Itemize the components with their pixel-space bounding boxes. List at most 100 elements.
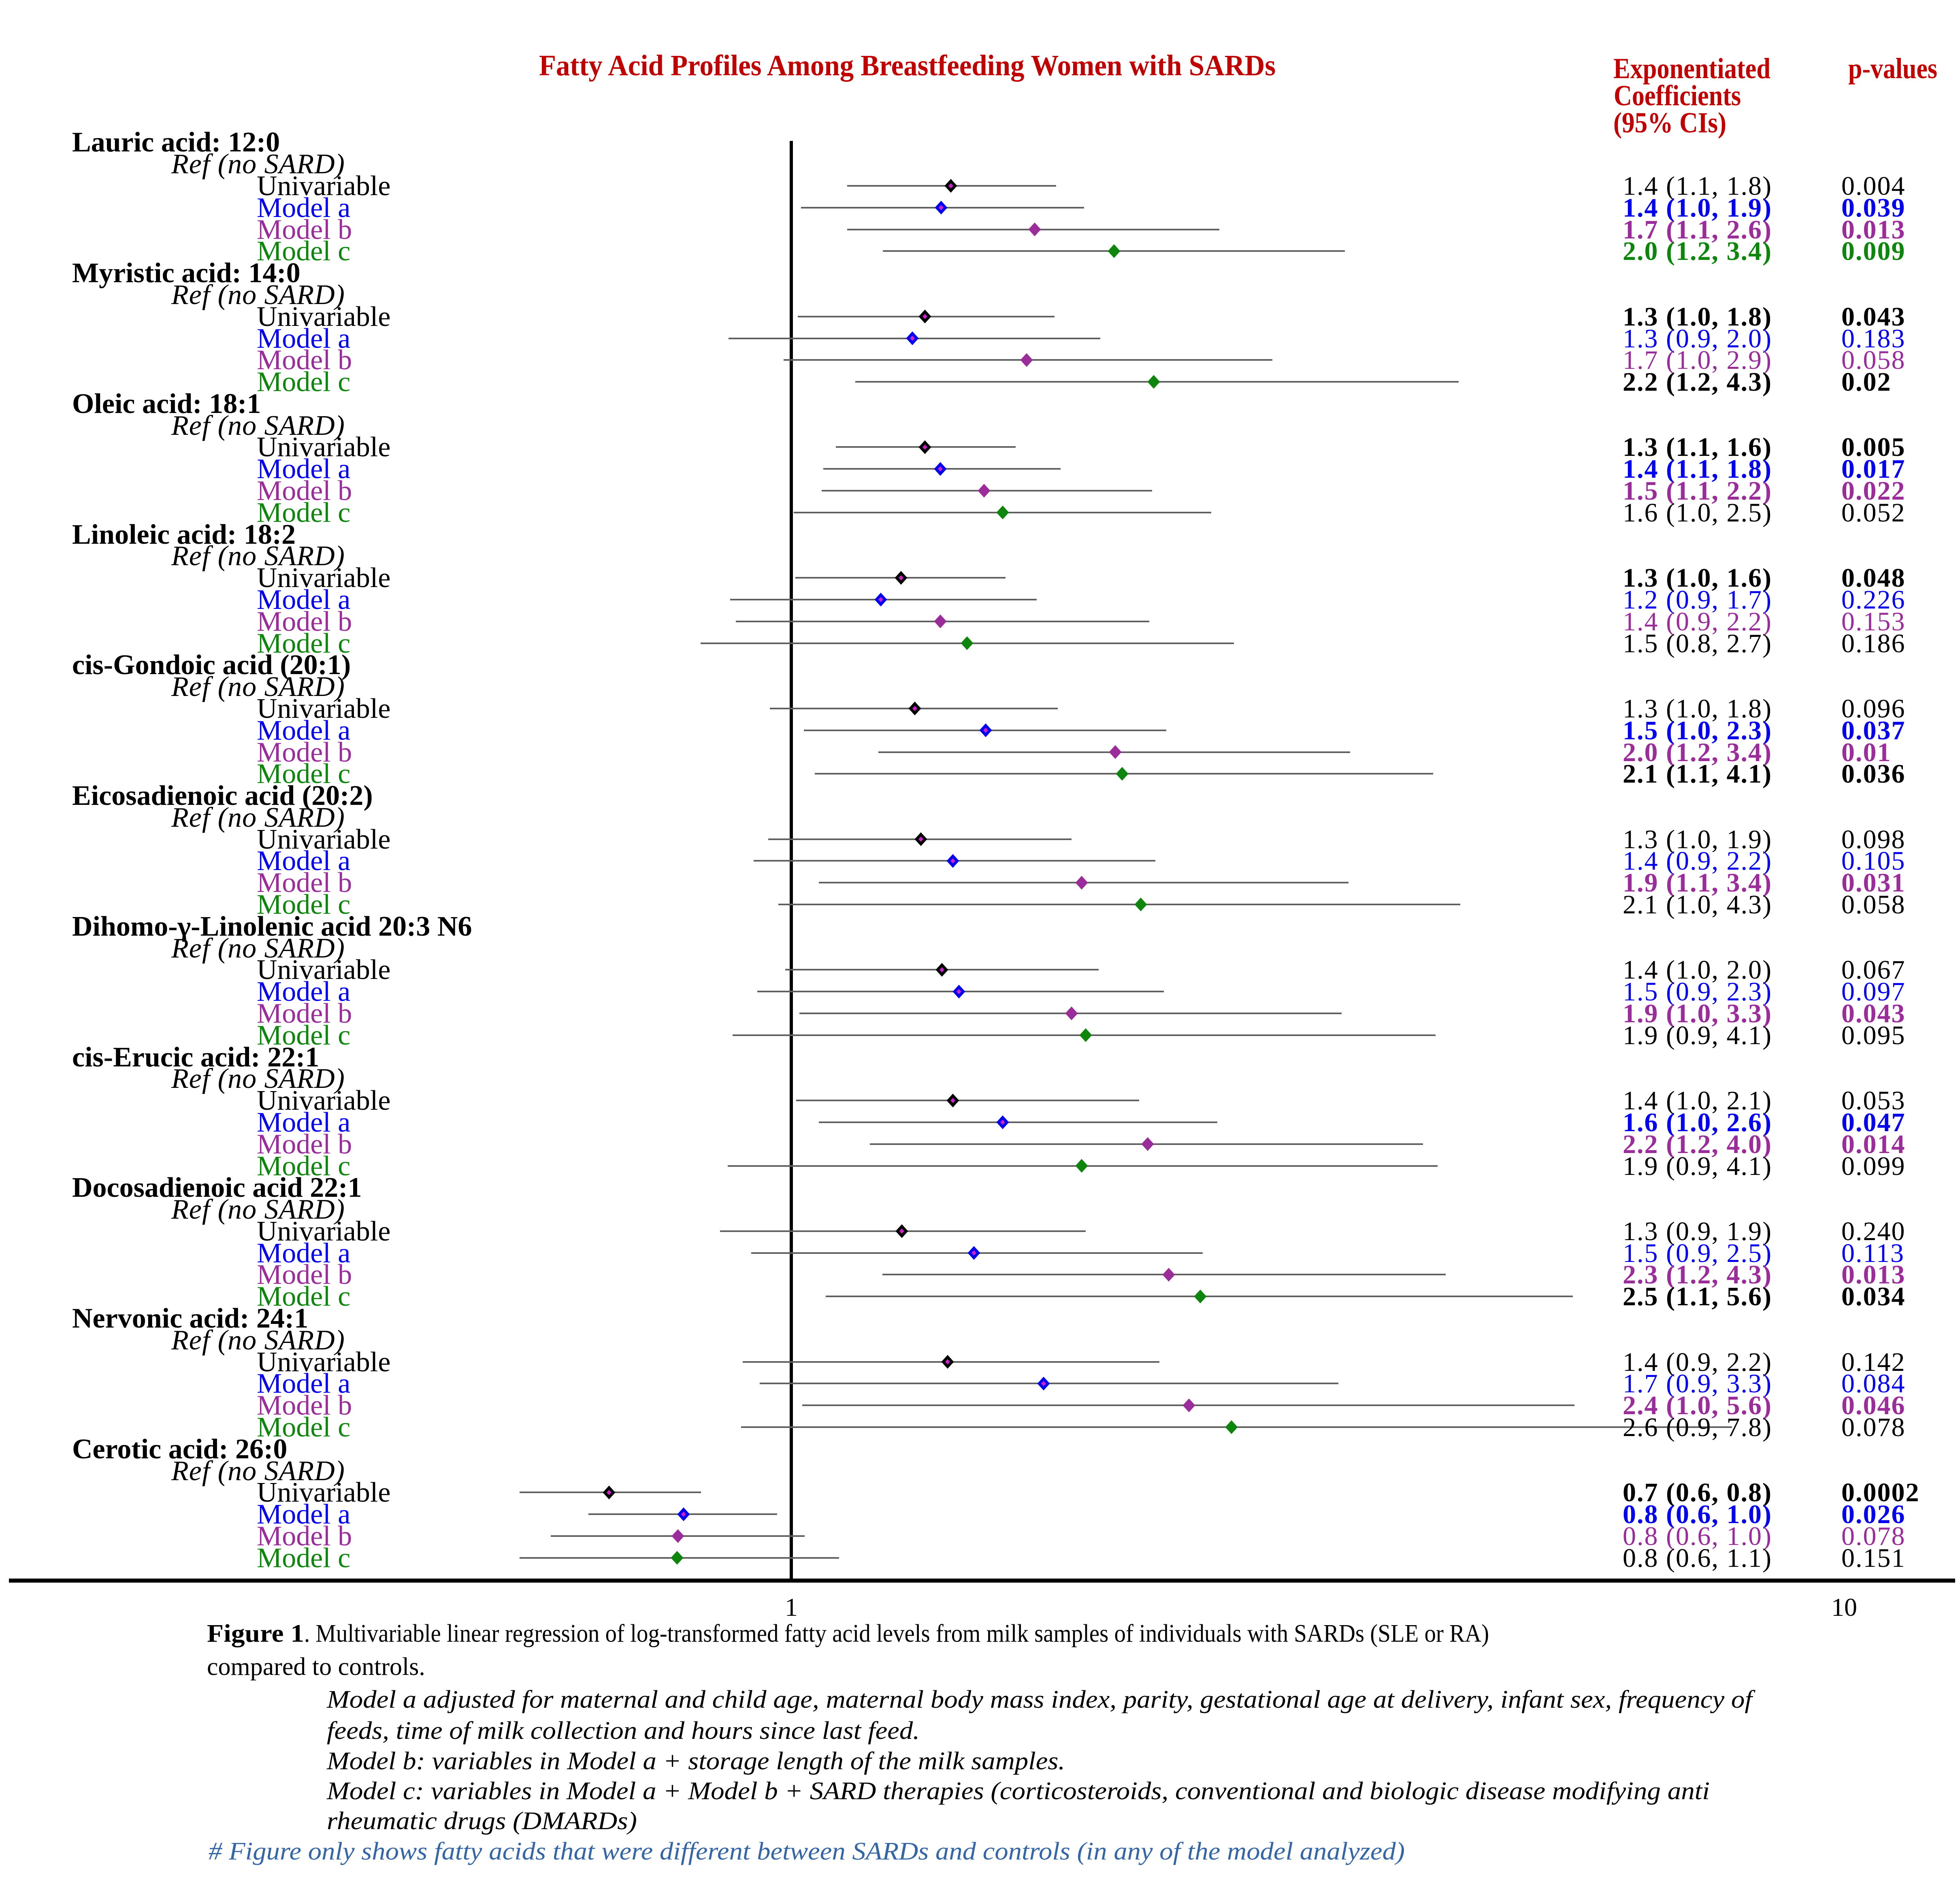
svg-text:0.031: 0.031 (1841, 868, 1906, 898)
svg-text:0.142: 0.142 (1841, 1347, 1906, 1377)
svg-text:0.034: 0.034 (1841, 1282, 1906, 1311)
svg-text:Ref (no SARD): Ref (no SARD) (171, 1194, 345, 1225)
svg-text:1.2 (0.9, 1.7): 1.2 (0.9, 1.7) (1623, 585, 1772, 615)
svg-text:1.3 (1.0, 1.8): 1.3 (1.0, 1.8) (1623, 302, 1772, 332)
svg-text:0.105: 0.105 (1841, 846, 1906, 876)
svg-text:Univariable: Univariable (257, 824, 390, 855)
svg-text:1.4 (0.9, 2.2): 1.4 (0.9, 2.2) (1623, 607, 1772, 636)
svg-text:Model b: Model b (257, 214, 352, 245)
svg-text:1.4 (0.9, 2.2): 1.4 (0.9, 2.2) (1623, 846, 1772, 876)
svg-text:1.4 (1.1, 1.8): 1.4 (1.1, 1.8) (1623, 454, 1772, 484)
svg-text:0.058: 0.058 (1841, 345, 1906, 375)
svg-text:Model b: Model b (257, 1521, 352, 1552)
svg-text:Eicosadienoic acid (20:2): Eicosadienoic acid (20:2) (72, 780, 373, 811)
svg-text:Model c: Model c (257, 1412, 350, 1443)
svg-text:1.5 (0.9, 2.3): 1.5 (0.9, 2.3) (1623, 977, 1772, 1006)
svg-text:0.0002: 0.0002 (1841, 1478, 1920, 1507)
svg-text:1.6 (1.0, 2.6): 1.6 (1.0, 2.6) (1623, 1108, 1772, 1137)
svg-text:Model c: Model c (257, 1543, 350, 1574)
svg-text:0.097: 0.097 (1841, 977, 1906, 1006)
svg-text:0.017: 0.017 (1841, 454, 1906, 484)
svg-text:Model c: Model c (257, 1151, 350, 1182)
svg-text:0.099: 0.099 (1841, 1151, 1906, 1181)
svg-text:0.036: 0.036 (1841, 759, 1906, 789)
svg-text:0.022: 0.022 (1841, 476, 1906, 506)
svg-text:0.183: 0.183 (1841, 324, 1906, 353)
svg-text:Univariable: Univariable (257, 954, 390, 985)
svg-text:feeds, time of milk collection: feeds, time of milk collection and hours… (327, 1717, 920, 1745)
svg-text:rheumatic drugs (DMARDs): rheumatic drugs (DMARDs) (327, 1807, 637, 1835)
svg-text:0.01: 0.01 (1841, 738, 1892, 767)
svg-text:1.4 (1.0, 2.1): 1.4 (1.0, 2.1) (1623, 1086, 1772, 1115)
svg-text:Myristic acid: 14:0: Myristic acid: 14:0 (72, 257, 300, 289)
svg-text:Model b: Model b (257, 606, 352, 637)
svg-text:1.4 (1.0, 2.0): 1.4 (1.0, 2.0) (1623, 955, 1772, 985)
svg-text:0.005: 0.005 (1841, 432, 1906, 462)
svg-text:0.004: 0.004 (1841, 171, 1906, 201)
svg-text:Model c: Model c (257, 366, 350, 398)
svg-text:Ref (no SARD): Ref (no SARD) (171, 540, 345, 572)
svg-text:1.5 (0.9, 2.5): 1.5 (0.9, 2.5) (1623, 1238, 1772, 1268)
svg-text:0.047: 0.047 (1841, 1108, 1906, 1137)
svg-text:2.6 (0.9, 7.8): 2.6 (0.9, 7.8) (1623, 1413, 1772, 1442)
svg-text:1.7 (0.9, 3.3): 1.7 (0.9, 3.3) (1623, 1369, 1772, 1398)
svg-text:0.186: 0.186 (1841, 629, 1906, 658)
svg-text:Model b: Model b (257, 737, 352, 768)
svg-text:1.5 (1.1, 2.2): 1.5 (1.1, 2.2) (1623, 476, 1772, 506)
svg-text:Model c: Model c (257, 628, 350, 659)
svg-text:0.8 (0.6, 1.0): 0.8 (0.6, 1.0) (1623, 1500, 1772, 1529)
svg-text:Cerotic acid: 26:0: Cerotic acid: 26:0 (72, 1434, 287, 1465)
svg-text:Linoleic acid: 18:2: Linoleic acid: 18:2 (72, 519, 296, 550)
svg-text:0.098: 0.098 (1841, 825, 1906, 854)
svg-text:0.039: 0.039 (1841, 193, 1906, 223)
svg-text:1.3 (1.1, 1.6): 1.3 (1.1, 1.6) (1623, 432, 1772, 462)
svg-text:0.052: 0.052 (1841, 498, 1906, 528)
svg-text:Model c: Model c (257, 497, 350, 528)
svg-text:1.7 (1.0, 2.9): 1.7 (1.0, 2.9) (1623, 345, 1772, 375)
svg-text:0.095: 0.095 (1841, 1021, 1906, 1050)
svg-text:Lauric acid: 12:0: Lauric acid: 12:0 (72, 127, 280, 158)
svg-text:2.1 (1.1, 4.1): 2.1 (1.1, 4.1) (1623, 759, 1772, 789)
svg-text:0.046: 0.046 (1841, 1391, 1906, 1420)
svg-text:2.0 (1.2, 3.4): 2.0 (1.2, 3.4) (1623, 236, 1772, 266)
svg-text:Model c: Model c (257, 1281, 350, 1312)
svg-text:Ref (no SARD): Ref (no SARD) (171, 1063, 345, 1094)
svg-text:Model a: Model a (257, 453, 350, 485)
svg-text:Ref (no SARD): Ref (no SARD) (171, 149, 345, 180)
svg-text:Model c: variables in Model a: Model c: variables in Model a + Model b … (326, 1777, 1710, 1805)
svg-text:1.4 (1.0, 1.9): 1.4 (1.0, 1.9) (1623, 193, 1772, 223)
svg-text:compared to controls.: compared to controls. (207, 1653, 425, 1681)
svg-text:0.058: 0.058 (1841, 890, 1906, 919)
svg-text:0.078: 0.078 (1841, 1413, 1906, 1442)
svg-text:# Figure only shows fatty acid: # Figure only shows fatty acids that wer… (209, 1838, 1405, 1865)
svg-text:2.2 (1.2, 4.3): 2.2 (1.2, 4.3) (1623, 367, 1772, 397)
svg-text:Model a: Model a (257, 323, 350, 354)
svg-text:0.026: 0.026 (1841, 1500, 1906, 1529)
svg-text:0.8 (0.6, 1.0): 0.8 (0.6, 1.0) (1623, 1521, 1772, 1551)
svg-text:0.037: 0.037 (1841, 716, 1906, 745)
svg-text:Model b: Model b (257, 475, 352, 506)
svg-text:Model a: Model a (257, 584, 350, 615)
svg-text:1.7 (1.1, 2.6): 1.7 (1.1, 2.6) (1623, 215, 1772, 245)
svg-text:Model a: Model a (257, 1107, 350, 1138)
svg-text:1.4 (1.1, 1.8): 1.4 (1.1, 1.8) (1623, 171, 1772, 201)
svg-text:0.7 (0.6, 0.8): 0.7 (0.6, 0.8) (1623, 1478, 1772, 1507)
svg-text:0.113: 0.113 (1841, 1238, 1905, 1268)
svg-text:Ref (no SARD): Ref (no SARD) (171, 279, 345, 311)
svg-text:Model b: Model b (257, 1129, 352, 1160)
svg-text:Model b: variables in Model a: Model b: variables in Model a + storage … (326, 1747, 1065, 1775)
svg-text:Model c: Model c (257, 889, 350, 920)
svg-text:Exponentiated: Exponentiated (1613, 52, 1770, 85)
svg-text:Ref (no SARD): Ref (no SARD) (171, 671, 345, 702)
svg-text:Dihomo-γ-Linolenic acid 20:3 N: Dihomo-γ-Linolenic acid 20:3 N6 (72, 911, 472, 942)
svg-text:0.043: 0.043 (1841, 999, 1906, 1028)
svg-text:Nervonic acid: 24:1: Nervonic acid: 24:1 (72, 1303, 308, 1334)
svg-text:0.226: 0.226 (1841, 585, 1906, 615)
svg-text:Model a: Model a (257, 192, 350, 223)
svg-text:0.053: 0.053 (1841, 1086, 1906, 1115)
svg-text:2.5 (1.1, 5.6): 2.5 (1.1, 5.6) (1623, 1282, 1772, 1311)
svg-text:1.3 (0.9, 1.9): 1.3 (0.9, 1.9) (1623, 1217, 1772, 1246)
svg-text:1.9 (1.1, 3.4): 1.9 (1.1, 3.4) (1623, 868, 1772, 898)
svg-text:1.3 (1.0, 1.9): 1.3 (1.0, 1.9) (1623, 825, 1772, 854)
svg-text:Model c: Model c (257, 1020, 350, 1051)
